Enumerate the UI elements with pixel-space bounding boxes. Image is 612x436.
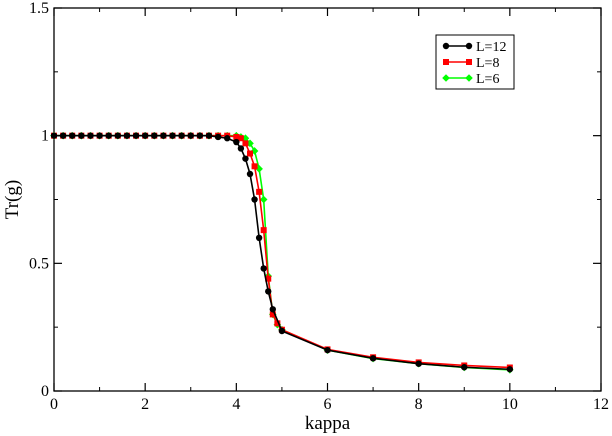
data-point-l8 xyxy=(251,163,258,170)
y-tick-label: 1 xyxy=(41,128,49,145)
data-point-l12 xyxy=(151,132,158,139)
legend-marker-l8 xyxy=(466,59,472,65)
data-point-l12 xyxy=(506,366,514,373)
data-point-l12 xyxy=(269,306,276,313)
data-point-l12 xyxy=(246,170,254,178)
legend-label-l6: L=6 xyxy=(476,72,499,87)
legend-marker-l12 xyxy=(465,42,473,50)
x-tick-label: 10 xyxy=(502,396,518,413)
data-point-l12 xyxy=(114,132,122,139)
y-tick-label: 1.5 xyxy=(29,0,49,17)
data-point-l12 xyxy=(50,132,58,139)
data-point-l12 xyxy=(78,132,85,139)
x-axis-title: kappa xyxy=(305,413,351,434)
data-point-l8 xyxy=(265,275,272,282)
x-tick-label: 8 xyxy=(415,396,423,413)
data-point-l12 xyxy=(87,132,94,139)
data-point-l12 xyxy=(141,132,149,139)
data-point-l12 xyxy=(461,364,468,371)
series-l12 xyxy=(50,132,514,373)
x-tick-label: 2 xyxy=(141,396,149,413)
x-tick-label: 12 xyxy=(593,396,609,413)
legend-item-l6: L=6 xyxy=(442,72,499,87)
y-axis-title: Tr(g) xyxy=(2,180,23,219)
legend-item-l8: L=8 xyxy=(443,56,499,71)
data-point-l12 xyxy=(69,132,76,139)
data-point-l12 xyxy=(105,132,112,139)
data-point-l12 xyxy=(96,132,103,139)
data-point-l12 xyxy=(251,196,258,203)
data-point-l12 xyxy=(160,132,167,139)
legend-label-l12: L=12 xyxy=(476,40,506,55)
data-point-l12 xyxy=(233,138,240,146)
data-point-l12 xyxy=(132,132,140,139)
data-point-l8 xyxy=(269,311,276,318)
legend-item-l12: L=12 xyxy=(442,40,506,55)
data-point-l8 xyxy=(237,135,244,142)
data-point-l12 xyxy=(169,132,176,139)
data-point-l8 xyxy=(233,133,240,140)
legend-marker-l6 xyxy=(442,74,450,82)
legend-marker-l6 xyxy=(465,74,473,82)
data-point-l12 xyxy=(224,135,231,142)
data-point-l12 xyxy=(255,234,263,241)
data-point-l12 xyxy=(324,346,331,354)
data-point-l12 xyxy=(237,145,245,152)
plot-area xyxy=(53,7,602,392)
y-tick-label: 0.5 xyxy=(29,255,49,272)
legend-marker-l12 xyxy=(442,42,450,50)
data-point-l12 xyxy=(187,132,194,139)
y-tick-label: 0 xyxy=(41,383,49,400)
data-point-l12 xyxy=(59,132,67,139)
data-point-l12 xyxy=(369,355,377,362)
x-tick-label: 6 xyxy=(324,396,332,413)
data-point-l12 xyxy=(123,132,131,139)
data-point-l12 xyxy=(265,288,272,295)
data-point-l12 xyxy=(214,133,222,141)
x-tick-label: 0 xyxy=(50,396,58,413)
axis-tick-labels: 0 2 4 6 8 10 12 0 0.5 1 1.5 xyxy=(29,0,609,413)
data-point-l12 xyxy=(260,265,267,272)
series-layer xyxy=(50,131,514,374)
legend-label-l8: L=8 xyxy=(476,56,499,71)
data-point-l12 xyxy=(242,155,249,162)
data-point-l12 xyxy=(205,132,213,139)
data-point-l12 xyxy=(278,327,286,335)
legend-marker-l8 xyxy=(443,59,449,65)
data-point-l8 xyxy=(260,227,267,234)
data-point-l6 xyxy=(259,195,268,204)
axis-ticks xyxy=(53,7,602,392)
data-point-l8 xyxy=(256,188,263,195)
data-point-l12 xyxy=(178,132,185,139)
data-point-l8 xyxy=(242,140,249,147)
legend: L=12L=8L=6 xyxy=(435,34,515,90)
x-tick-label: 4 xyxy=(232,396,240,413)
data-point-l8 xyxy=(274,320,281,327)
data-point-l12 xyxy=(415,360,422,367)
data-point-l8 xyxy=(247,150,254,157)
data-point-l12 xyxy=(196,132,204,139)
